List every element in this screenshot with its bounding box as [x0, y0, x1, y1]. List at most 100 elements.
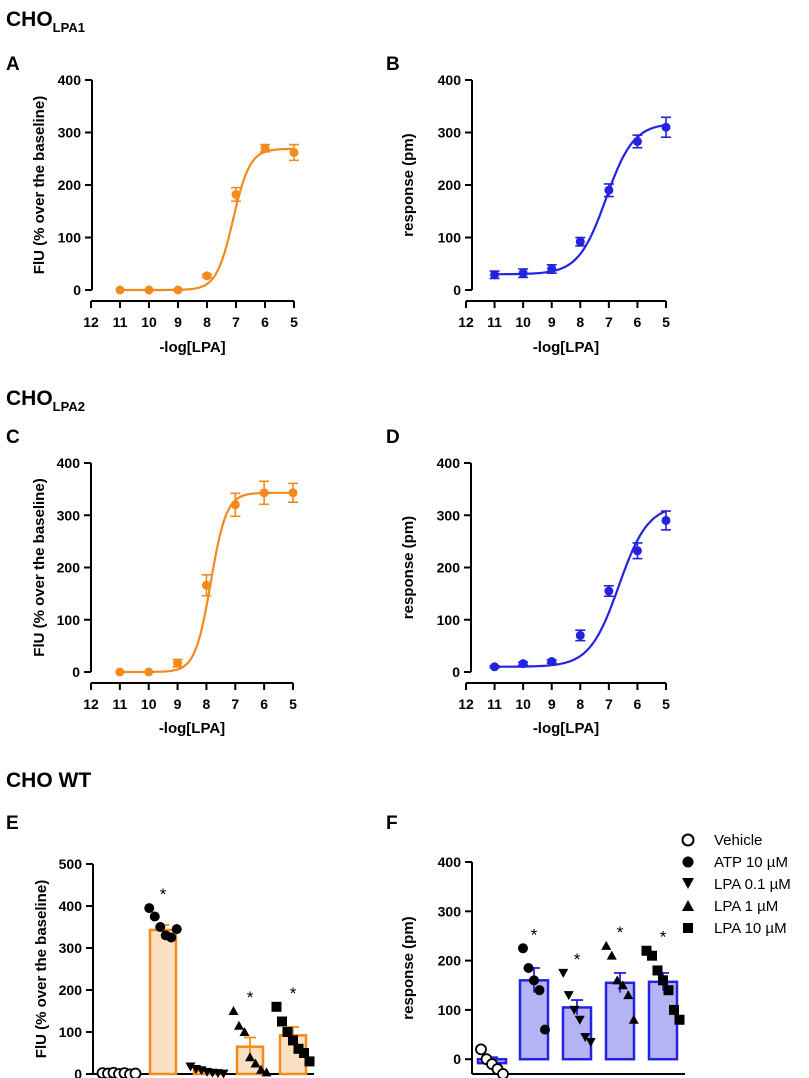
panel-label-a: A — [6, 54, 20, 75]
data-point — [601, 940, 612, 950]
section-wt-title: CHO WT — [6, 769, 91, 792]
data-point — [575, 630, 585, 640]
data-point — [282, 1027, 293, 1037]
data-point — [575, 237, 585, 247]
data-point — [529, 975, 539, 986]
data-point — [201, 580, 211, 590]
data-point — [115, 667, 125, 677]
y-tick-label: 300 — [57, 507, 81, 523]
data-point — [632, 136, 642, 146]
y-tick-label: 100 — [58, 230, 82, 246]
data-point — [299, 1048, 309, 1058]
significance-star: * — [660, 928, 667, 947]
y-tick-label: 200 — [437, 560, 461, 576]
x-tick-label: 7 — [231, 696, 239, 712]
data-point — [617, 980, 628, 990]
data-point — [129, 1067, 142, 1078]
x-tick-label: 12 — [83, 696, 99, 712]
data-point — [288, 1035, 298, 1046]
x-tick-label: 5 — [289, 696, 297, 712]
data-point — [669, 1004, 679, 1015]
data-point — [661, 122, 671, 132]
data-point — [606, 950, 617, 960]
x-tick-label: 5 — [290, 314, 298, 330]
data-point — [144, 667, 154, 677]
significance-star: * — [617, 923, 624, 942]
data-point — [261, 1067, 272, 1077]
y-axis-label: FlU (% over the baseline) — [31, 96, 48, 274]
y-tick-label: 200 — [438, 953, 462, 969]
legend-label-vehicle: Vehicle — [714, 832, 762, 849]
x-tick-label: 6 — [261, 314, 269, 330]
chart-c: 0 100 200 300 400 12 11 10 9 8 7 6 5 -log[LPA] FlU (% … — [31, 455, 298, 737]
data-point — [115, 285, 125, 295]
y-tick-label: 400 — [57, 455, 81, 471]
data-point — [641, 945, 652, 956]
y-tick-label: 0 — [452, 664, 460, 680]
panel-label-e: E — [6, 813, 19, 834]
x-tick-label: 8 — [576, 314, 584, 330]
x-tick-label: 5 — [662, 314, 670, 330]
x-tick-label: 10 — [141, 696, 157, 712]
chart-f: 0 100 200 300 400 response (pm) * * * * — [400, 854, 685, 1078]
data-point — [547, 264, 557, 274]
x-tick-label: 9 — [548, 314, 556, 330]
panel-label-d: D — [386, 427, 400, 448]
data-point — [647, 950, 657, 961]
y-tick-label: 400 — [438, 854, 462, 870]
y-tick-label: 0 — [453, 282, 461, 298]
data-point — [144, 903, 155, 914]
data-point — [185, 1062, 196, 1072]
data-point — [497, 1068, 509, 1078]
data-point — [574, 1015, 585, 1025]
legend-label-atp: ATP 10 µM — [714, 854, 788, 871]
y-axis-label: FlU (% over the baseline) — [33, 880, 50, 1058]
chart-d: 0 100 200 300 400 12 11 10 9 8 7 6 5 -log[LPA] respons… — [400, 455, 671, 737]
y-tick-label: 0 — [72, 664, 80, 680]
x-tick-label: 6 — [634, 696, 642, 712]
y-tick-label: 400 — [58, 72, 82, 88]
chart-b: 0 100 200 300 400 12 11 10 9 8 7 6 5 -log[LPA] respons… — [400, 72, 671, 356]
data-point — [231, 189, 241, 199]
x-tick-label: 10 — [141, 314, 157, 330]
legend-marker-lpa-10 — [683, 923, 693, 933]
x-tick-label: 5 — [662, 696, 670, 712]
data-point — [632, 546, 642, 556]
x-tick-label: 10 — [515, 314, 531, 330]
legend-marker-vehicle — [681, 833, 695, 847]
legend-marker-lpa-0-1 — [682, 878, 694, 889]
y-tick-label: 300 — [437, 507, 461, 523]
data-point — [260, 143, 270, 153]
y-tick-label: 100 — [57, 612, 81, 628]
data-point — [202, 271, 212, 281]
data-point — [534, 985, 545, 996]
y-tick-label: 500 — [59, 856, 83, 872]
y-tick-label: 100 — [438, 1002, 462, 1018]
y-tick-label: 200 — [58, 177, 82, 193]
y-tick-label: 200 — [57, 560, 81, 576]
significance-star: * — [531, 925, 538, 944]
data-point — [144, 285, 154, 295]
significance-star: * — [290, 984, 297, 1003]
data-point — [228, 1006, 239, 1015]
x-tick-label: 6 — [634, 314, 642, 330]
legend: Vehicle ATP 10 µM LPA 0.1 µM LPA 1 µM LP… — [681, 832, 791, 937]
chart-e: 0 100 200 300 400 500 FlU (% over the baseline… — [33, 856, 315, 1078]
data-point — [580, 1033, 591, 1043]
bar — [647, 980, 679, 1061]
data-point — [604, 185, 614, 195]
data-point — [540, 1024, 550, 1035]
y-tick-label: 300 — [58, 125, 82, 141]
data-point — [585, 1037, 596, 1047]
data-point — [518, 943, 528, 954]
panel-label-f: F — [386, 813, 398, 834]
data-point — [250, 1058, 261, 1068]
legend-label-lpa-10: LPA 10 µM — [714, 920, 787, 937]
significance-star: * — [574, 950, 581, 969]
y-tick-label: 200 — [438, 177, 462, 193]
data-point — [288, 488, 298, 498]
data-point — [155, 922, 166, 932]
x-tick-label: 12 — [458, 314, 474, 330]
x-tick-label: 11 — [113, 314, 128, 330]
